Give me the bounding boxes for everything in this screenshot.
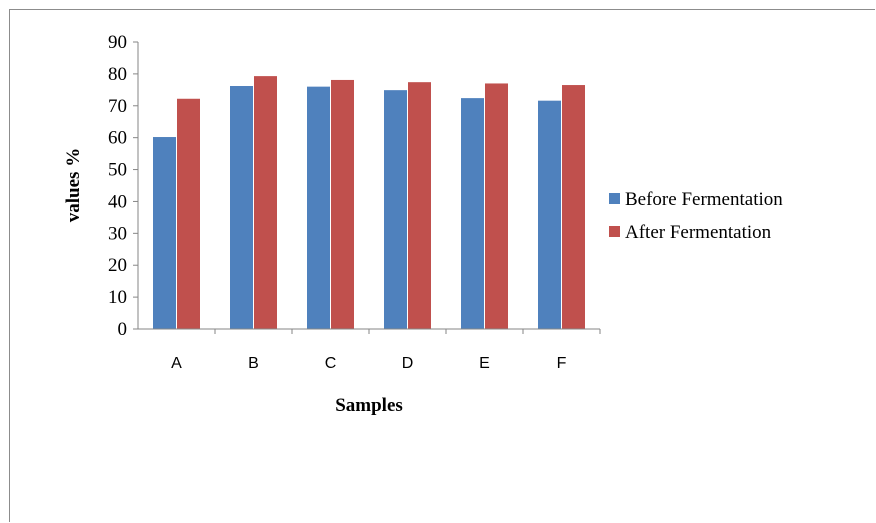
y-tick-label: 70	[108, 96, 127, 117]
bar-after-d	[408, 82, 431, 330]
bars	[153, 76, 585, 330]
x-tick-label: E	[479, 355, 490, 372]
y-tick-label: 0	[118, 319, 128, 340]
bar-before-c	[307, 86, 330, 330]
x-axis-ticks: A B C D E F	[171, 329, 601, 372]
bar-after-a	[177, 98, 200, 329]
y-tick-label: 20	[108, 255, 127, 276]
bar-before-e	[461, 98, 484, 329]
bar-after-c	[331, 79, 354, 329]
bar-before-f	[538, 100, 561, 329]
legend-label-before: Before Fermentation	[625, 189, 783, 210]
bar-before-d	[384, 90, 407, 329]
bar-after-f	[562, 85, 585, 329]
x-axis-title: Samples	[335, 395, 403, 416]
y-tick-label: 80	[108, 64, 127, 85]
y-tick-label: 10	[108, 287, 127, 308]
y-tick-label: 90	[108, 32, 127, 53]
y-tick-label: 60	[108, 128, 127, 149]
bar-before-b	[230, 86, 253, 329]
x-tick-label: D	[402, 355, 414, 372]
x-tick-label: C	[325, 355, 337, 372]
x-tick-label: F	[557, 355, 567, 372]
legend-swatch-after	[609, 226, 620, 237]
legend-label-after: After Fermentation	[625, 222, 772, 243]
bar-before-a	[153, 137, 176, 329]
legend: Before Fermentation After Fermentation	[609, 189, 783, 243]
y-tick-label: 30	[108, 223, 127, 244]
x-tick-label: B	[248, 355, 259, 372]
legend-swatch-before	[609, 193, 620, 204]
y-axis-ticks: 0 10 20 30 40 50 60 70 80 90	[108, 32, 138, 340]
y-tick-label: 50	[108, 160, 127, 181]
x-tick-label: A	[171, 355, 182, 372]
y-axis-title: values %	[63, 148, 84, 222]
bar-after-b	[254, 76, 277, 329]
bar-after-e	[485, 83, 508, 329]
y-tick-label: 40	[108, 191, 127, 212]
